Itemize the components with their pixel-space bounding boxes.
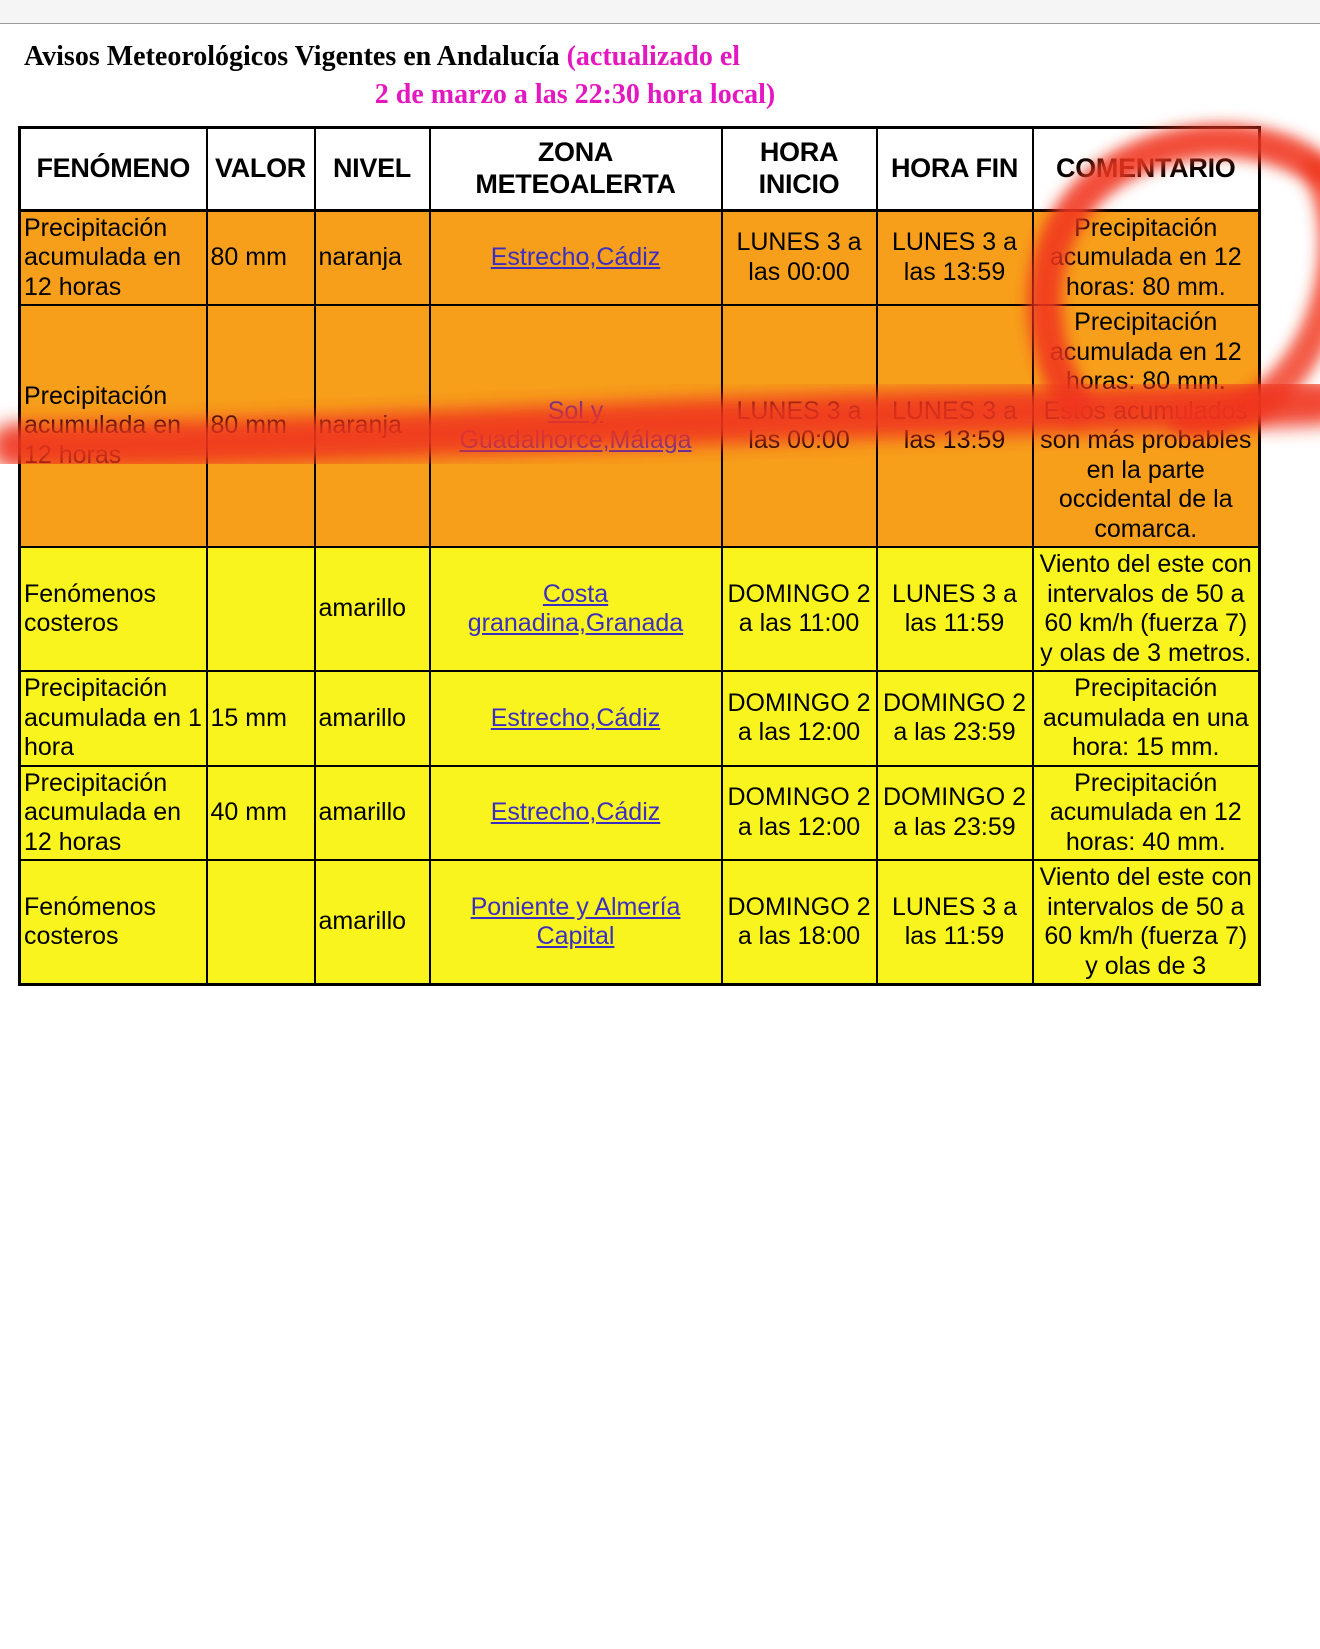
column-header-zona-line2: METEOALERTA [475, 168, 676, 199]
cell-nivel: naranja [313, 304, 431, 549]
column-header-zona-meteoalerta: ZONA METEOALERTA [428, 126, 723, 212]
cell-zona[interactable]: Estrecho,Cádiz [428, 670, 723, 767]
zona-meteoalerta-link[interactable]: Poniente y Almería Capital [470, 892, 681, 951]
cell-zona[interactable]: Estrecho,Cádiz [428, 764, 723, 862]
cell-comentario: Viento del este con intervalos de 50 a 6… [1031, 546, 1261, 673]
browser-chrome-bar [0, 0, 1320, 24]
cell-nivel: naranja [313, 209, 431, 307]
cell-hora-fin: DOMINGO 2 a las 23:59 [875, 670, 1034, 767]
cell-fenomeno: Precipitación acumulada en 12 horas [18, 304, 208, 549]
cell-zona[interactable]: Estrecho,Cádiz [428, 209, 723, 307]
column-header-hora-inicio-line2: INICIO [758, 168, 840, 199]
cell-hora-fin: LUNES 3 a las 11:59 [875, 546, 1034, 673]
cell-zona[interactable]: Sol y Guadalhorce,Málaga [428, 304, 723, 549]
column-header-fenomeno: FENÓMENO [18, 126, 208, 212]
cell-valor: 80 mm [205, 209, 316, 307]
zona-meteoalerta-link[interactable]: Sol y Guadalhorce,Málaga [459, 396, 692, 455]
cell-hora-inicio: DOMINGO 2 a las 11:00 [720, 546, 878, 673]
zona-meteoalerta-link[interactable]: Estrecho,Cádiz [490, 798, 661, 827]
cell-comentario: Precipitación acumulada en 12 horas: 80 … [1031, 209, 1261, 307]
page-content: Avisos Meteorológicos Vigentes en Andalu… [0, 26, 1320, 987]
cell-fenomeno: Fenómenos costeros [18, 546, 208, 673]
cell-comentario: Precipitación acumulada en 12 horas: 80 … [1031, 304, 1261, 549]
cell-hora-inicio: DOMINGO 2 a las 12:00 [720, 670, 878, 767]
cell-hora-fin: LUNES 3 a las 13:59 [875, 304, 1034, 549]
cell-nivel: amarillo [313, 764, 431, 862]
cell-fenomeno: Precipitación acumulada en 1 hora [18, 670, 208, 767]
cell-comentario: Precipitación acumulada en 12 horas: 40 … [1031, 764, 1261, 862]
zona-meteoalerta-link[interactable]: Estrecho,Cádiz [490, 243, 661, 272]
cell-comentario: Precipitación acumulada en una hora: 15 … [1031, 670, 1261, 767]
column-header-hora-fin: HORA FIN [875, 126, 1034, 212]
column-header-zona-line1: ZONA [537, 136, 614, 167]
cell-valor: 40 mm [205, 764, 316, 862]
cell-hora-fin: LUNES 3 a las 11:59 [875, 859, 1034, 986]
page-title-update-line2: 2 de marzo a las 22:30 hora local) [374, 78, 776, 110]
cell-hora-inicio: LUNES 3 a las 00:00 [720, 304, 878, 549]
cell-fenomeno: Fenómenos costeros [18, 859, 208, 986]
table-row: Precipitación acumulada en 12 horas 40 mm… [18, 764, 1261, 862]
cell-valor: 15 mm [205, 670, 316, 767]
page-title-main: Avisos Meteorológicos Vigentes en Andalu… [24, 41, 567, 72]
table-row: Precipitación acumulada en 12 horas 80 mm… [18, 304, 1261, 549]
cell-hora-fin: DOMINGO 2 a las 23:59 [875, 764, 1034, 862]
table-row: Precipitación acumulada en 1 hora 15 mm am… [18, 670, 1261, 767]
page-title: Avisos Meteorológicos Vigentes en Andalu… [0, 26, 1320, 120]
column-header-valor: VALOR [205, 126, 316, 212]
column-header-comentario: COMENTARIO [1031, 126, 1261, 212]
column-header-hora-inicio-line1: HORA [759, 136, 839, 167]
table-row: Fenómenos costeros amarillo Costa granadin… [18, 546, 1261, 673]
cell-zona[interactable]: Costa granadina,Granada [428, 546, 723, 673]
table-header-row: FENÓMENO VALOR NIVEL ZONA METEOALERTA HO… [18, 126, 1261, 212]
cell-valor [205, 859, 316, 986]
cell-nivel: amarillo [313, 859, 431, 986]
cell-nivel: amarillo [313, 670, 431, 767]
zona-meteoalerta-link[interactable]: Estrecho,Cádiz [490, 703, 661, 732]
cell-valor: 80 mm [205, 304, 316, 549]
table-row: Precipitación acumulada en 12 horas 80 mm… [18, 209, 1261, 307]
column-header-hora-inicio: HORA INICIO [720, 126, 878, 212]
page-title-update-line1: (actualizado el [566, 41, 741, 72]
zona-meteoalerta-link[interactable]: Costa granadina,Granada [467, 579, 684, 638]
weather-alerts-table: FENÓMENO VALOR NIVEL ZONA METEOALERTA HO… [18, 125, 1261, 987]
cell-zona[interactable]: Poniente y Almería Capital [428, 859, 723, 986]
table-row: Fenómenos costeros amarillo Poniente y Alm… [18, 859, 1261, 986]
cell-fenomeno: Precipitación acumulada en 12 horas [18, 209, 208, 307]
cell-hora-inicio: LUNES 3 a las 00:00 [720, 209, 878, 307]
cell-fenomeno: Precipitación acumulada en 12 horas [18, 764, 208, 862]
cell-comentario: Viento del este con intervalos de 50 a 6… [1031, 859, 1261, 986]
cell-hora-inicio: DOMINGO 2 a las 18:00 [720, 859, 878, 986]
cell-hora-inicio: DOMINGO 2 a las 12:00 [720, 764, 878, 862]
cell-valor [205, 546, 316, 673]
cell-hora-fin: LUNES 3 a las 13:59 [875, 209, 1034, 307]
table-body: Precipitación acumulada en 12 horas 80 mm… [18, 209, 1261, 986]
column-header-nivel: NIVEL [313, 126, 431, 212]
cell-nivel: amarillo [313, 546, 431, 673]
